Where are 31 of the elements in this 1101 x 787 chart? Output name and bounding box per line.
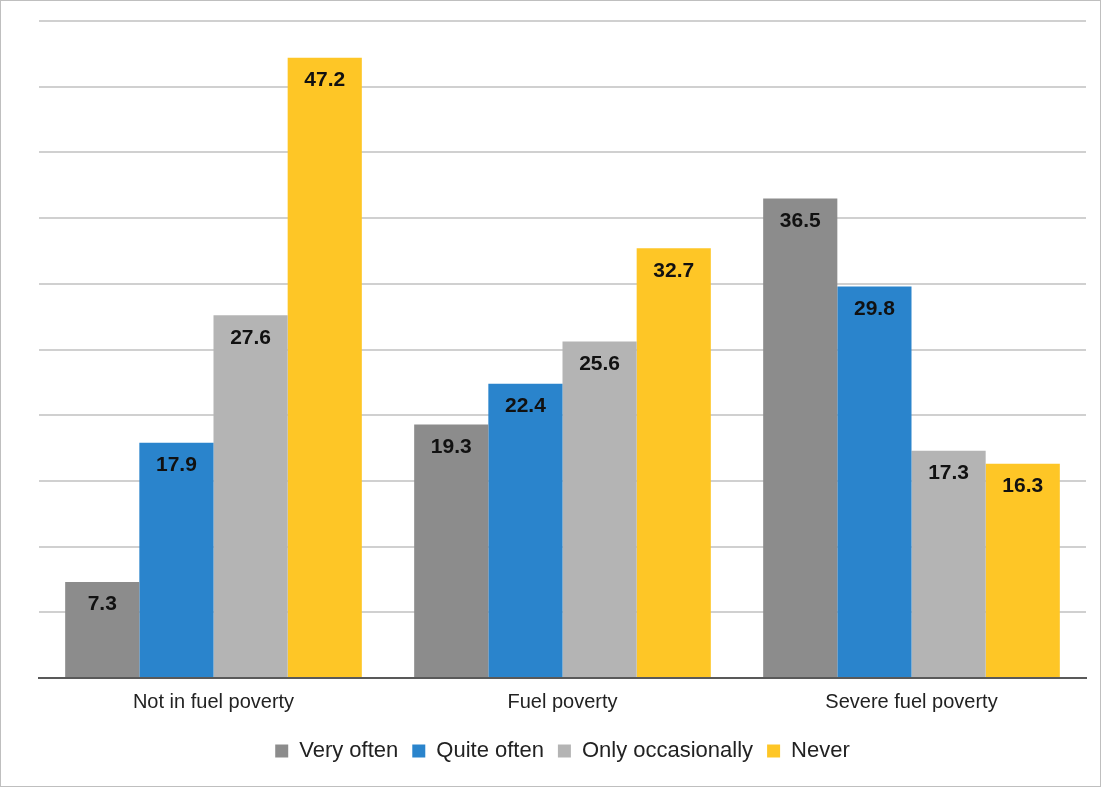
x-tick-label: Not in fuel poverty bbox=[132, 689, 295, 712]
bar bbox=[636, 248, 711, 677]
bar bbox=[65, 582, 140, 677]
bar bbox=[985, 463, 1060, 677]
bar bbox=[488, 383, 563, 677]
data-label: 29.8 bbox=[853, 295, 896, 319]
data-label: 22.4 bbox=[504, 392, 547, 416]
legend-label: Quite often bbox=[436, 737, 544, 763]
bar bbox=[562, 341, 637, 677]
bar bbox=[763, 198, 838, 677]
data-label: 19.3 bbox=[430, 433, 472, 457]
bar bbox=[414, 424, 489, 677]
bar bbox=[837, 286, 912, 677]
data-label: 17.3 bbox=[928, 459, 970, 483]
x-tick-label: Fuel poverty bbox=[507, 689, 618, 712]
data-label: 16.3 bbox=[1002, 473, 1044, 497]
legend-label: Very often bbox=[299, 737, 399, 763]
data-label: 27.6 bbox=[230, 324, 272, 348]
data-label: 32.7 bbox=[653, 257, 695, 281]
legend-label: Never bbox=[791, 737, 850, 763]
bar bbox=[139, 442, 214, 677]
x-tick-label: Severe fuel poverty bbox=[825, 689, 998, 712]
bar bbox=[287, 57, 362, 677]
data-label: 17.9 bbox=[155, 452, 197, 476]
data-label: 47.2 bbox=[304, 67, 346, 91]
legend-label: Only occasionally bbox=[581, 737, 754, 763]
bar bbox=[213, 315, 288, 677]
data-label: 36.5 bbox=[779, 207, 822, 231]
bar bbox=[911, 450, 986, 677]
data-label: 25.6 bbox=[579, 350, 621, 374]
data-label: 7.3 bbox=[87, 591, 117, 615]
